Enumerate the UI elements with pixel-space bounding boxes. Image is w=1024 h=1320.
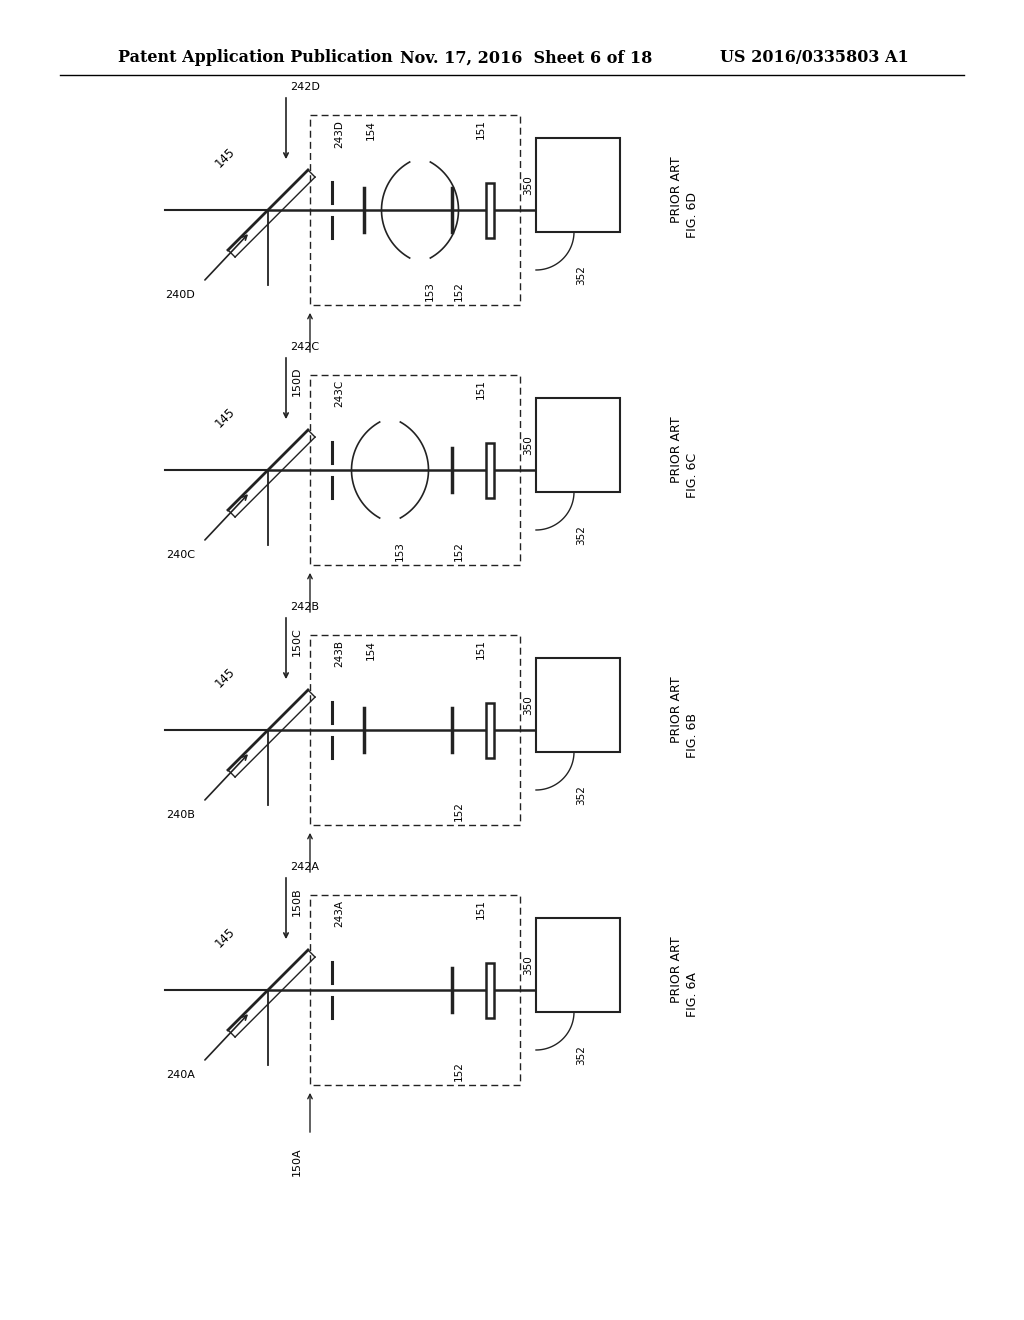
Text: 242C: 242C bbox=[290, 342, 319, 352]
Text: 150B: 150B bbox=[292, 887, 302, 916]
Text: 151: 151 bbox=[476, 639, 486, 659]
Bar bbox=[536, 399, 620, 492]
Text: FIG. 6A: FIG. 6A bbox=[686, 973, 699, 1018]
Text: PRIOR ART: PRIOR ART bbox=[670, 157, 683, 223]
Text: 151: 151 bbox=[476, 899, 486, 919]
Text: 240C: 240C bbox=[166, 550, 195, 560]
Text: 352: 352 bbox=[575, 785, 586, 805]
Text: 145: 145 bbox=[213, 145, 238, 170]
Text: Patent Application Publication: Patent Application Publication bbox=[118, 49, 393, 66]
Bar bbox=[310, 635, 520, 825]
Text: 154: 154 bbox=[366, 640, 376, 660]
Text: 145: 145 bbox=[213, 925, 238, 950]
Bar bbox=[310, 895, 520, 1085]
Text: 154: 154 bbox=[366, 120, 376, 140]
Text: 350: 350 bbox=[523, 956, 534, 975]
Text: 243C: 243C bbox=[334, 380, 344, 408]
Text: PRIOR ART: PRIOR ART bbox=[670, 937, 683, 1003]
Bar bbox=[486, 962, 494, 1018]
Text: 152: 152 bbox=[454, 541, 464, 561]
Text: 150A: 150A bbox=[292, 1147, 302, 1176]
Text: 150C: 150C bbox=[292, 627, 302, 656]
Text: 150D: 150D bbox=[292, 367, 302, 396]
Text: FIG. 6D: FIG. 6D bbox=[686, 191, 699, 238]
Text: 243D: 243D bbox=[334, 120, 344, 148]
Text: 243A: 243A bbox=[334, 900, 344, 927]
Text: PRIOR ART: PRIOR ART bbox=[670, 417, 683, 483]
Text: 240A: 240A bbox=[166, 1071, 195, 1080]
Text: 352: 352 bbox=[575, 265, 586, 285]
Text: 152: 152 bbox=[454, 281, 464, 301]
Bar bbox=[486, 702, 494, 758]
Bar bbox=[536, 657, 620, 752]
Text: 350: 350 bbox=[523, 176, 534, 195]
Bar bbox=[310, 115, 520, 305]
Text: US 2016/0335803 A1: US 2016/0335803 A1 bbox=[720, 49, 908, 66]
Text: 352: 352 bbox=[575, 1045, 586, 1065]
Text: Nov. 17, 2016  Sheet 6 of 18: Nov. 17, 2016 Sheet 6 of 18 bbox=[400, 49, 652, 66]
Bar bbox=[536, 917, 620, 1012]
Text: 242B: 242B bbox=[290, 602, 319, 612]
Bar bbox=[310, 375, 520, 565]
Text: FIG. 6C: FIG. 6C bbox=[686, 453, 699, 498]
Text: 240D: 240D bbox=[165, 290, 195, 300]
Text: 152: 152 bbox=[454, 1061, 464, 1081]
Text: FIG. 6B: FIG. 6B bbox=[686, 713, 699, 758]
Text: 153: 153 bbox=[395, 541, 406, 561]
Text: 243B: 243B bbox=[334, 640, 344, 667]
Bar bbox=[486, 182, 494, 238]
Text: 151: 151 bbox=[476, 119, 486, 139]
Text: 151: 151 bbox=[476, 379, 486, 399]
Text: 242D: 242D bbox=[290, 82, 319, 92]
Text: 352: 352 bbox=[575, 525, 586, 545]
Text: 145: 145 bbox=[213, 405, 238, 430]
Bar bbox=[486, 442, 494, 498]
Text: 153: 153 bbox=[425, 281, 435, 301]
Text: 145: 145 bbox=[213, 665, 238, 690]
Text: 152: 152 bbox=[454, 801, 464, 821]
Text: 240B: 240B bbox=[166, 810, 195, 820]
Bar bbox=[536, 139, 620, 232]
Text: 350: 350 bbox=[523, 696, 534, 715]
Text: 350: 350 bbox=[523, 436, 534, 455]
Text: 242A: 242A bbox=[290, 862, 319, 873]
Text: PRIOR ART: PRIOR ART bbox=[670, 677, 683, 743]
